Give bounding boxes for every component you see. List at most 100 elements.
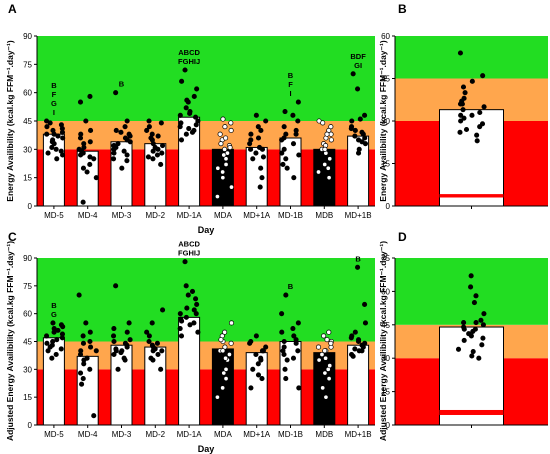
data-point	[184, 97, 190, 103]
data-point	[281, 146, 287, 152]
data-point	[217, 131, 223, 137]
data-point	[122, 124, 128, 130]
y-tick-label: 45	[381, 321, 390, 330]
x-axis-label: Day	[198, 225, 215, 235]
data-point	[228, 184, 235, 190]
data-point	[220, 169, 226, 175]
data-point	[124, 158, 130, 164]
data-point	[44, 124, 50, 130]
data-point	[259, 376, 265, 382]
data-point	[53, 351, 59, 358]
data-point	[280, 348, 286, 354]
data-point	[47, 120, 53, 126]
data-point	[183, 131, 189, 137]
data-point	[480, 322, 486, 328]
data-point	[255, 124, 261, 130]
data-point	[80, 340, 87, 346]
x-tick-label: MD-1A	[177, 430, 203, 439]
x-axis-label: Day	[198, 444, 215, 454]
data-point	[473, 320, 479, 326]
data-point	[327, 156, 333, 162]
data-point	[321, 333, 327, 339]
data-point	[469, 353, 475, 359]
data-point	[193, 311, 199, 317]
data-point	[93, 175, 99, 181]
data-point	[222, 329, 228, 335]
data-point	[352, 346, 358, 352]
data-point	[362, 112, 368, 118]
data-point	[221, 152, 227, 158]
data-point	[111, 325, 117, 332]
data-point	[187, 322, 193, 328]
y-tick-label: 15	[23, 174, 32, 183]
significance-annotation: FGHIJ	[178, 249, 200, 258]
data-point	[322, 146, 328, 152]
data-point	[328, 340, 334, 346]
data-point	[49, 355, 55, 361]
data-point	[247, 141, 253, 147]
significance-annotation: FGHIJ	[178, 57, 200, 66]
data-point	[158, 120, 164, 126]
data-point	[177, 311, 183, 317]
y-tick-label: 45	[381, 75, 390, 84]
data-point	[146, 124, 152, 130]
significance-annotation: I	[289, 89, 291, 98]
y-tick-label: 60	[381, 32, 390, 41]
y-tick-label: 0	[28, 421, 33, 430]
data-point	[474, 132, 480, 138]
data-point	[127, 133, 133, 139]
data-point	[160, 307, 166, 313]
data-point	[80, 333, 86, 339]
y-tick-label: 90	[23, 254, 32, 263]
data-point	[255, 135, 262, 141]
data-point	[284, 165, 290, 171]
bar	[439, 326, 504, 426]
panel-a-chart: 0 15 30 45 60 75 90 Energy Availibility (kcal.k…	[5, 32, 375, 235]
data-point	[119, 165, 125, 171]
data-point	[282, 366, 288, 372]
x-tick-label: MD-4	[78, 430, 98, 439]
data-point	[283, 156, 289, 162]
data-point	[44, 131, 50, 137]
data-point	[474, 138, 480, 144]
data-point	[78, 348, 84, 354]
bar	[439, 109, 504, 207]
data-point	[359, 129, 365, 135]
data-point	[328, 137, 334, 143]
data-point	[80, 199, 86, 205]
data-point	[54, 156, 60, 162]
bar-break	[439, 409, 504, 415]
data-point	[481, 104, 487, 110]
data-point	[87, 338, 93, 345]
x-tick-label: MD-1B	[278, 211, 303, 220]
data-point	[49, 342, 55, 348]
significance-annotation: G	[51, 99, 57, 108]
data-point	[111, 150, 117, 156]
data-point	[290, 325, 296, 332]
data-point	[152, 144, 158, 150]
y-tick-label: 30	[23, 145, 32, 154]
data-point	[193, 296, 199, 302]
data-point	[223, 156, 229, 162]
data-point	[183, 314, 189, 320]
data-point	[185, 292, 191, 298]
data-point	[118, 350, 124, 356]
data-point	[88, 344, 94, 350]
data-point	[87, 161, 93, 167]
band-high	[395, 36, 548, 79]
data-point	[281, 135, 287, 141]
data-point	[148, 135, 154, 141]
y-tick-label: 0	[386, 421, 391, 430]
data-point	[127, 337, 133, 343]
data-point	[295, 99, 301, 105]
data-point	[250, 156, 256, 162]
data-point	[460, 107, 466, 113]
y-axis-label: Energy Availibility (kcal.kg FFM⁻¹.day⁻¹…	[378, 40, 388, 202]
band-high	[395, 258, 548, 325]
data-point	[290, 141, 297, 147]
data-point	[158, 161, 164, 167]
data-point	[228, 320, 235, 326]
data-point	[214, 194, 220, 200]
data-point	[468, 333, 474, 339]
data-point	[87, 154, 93, 160]
